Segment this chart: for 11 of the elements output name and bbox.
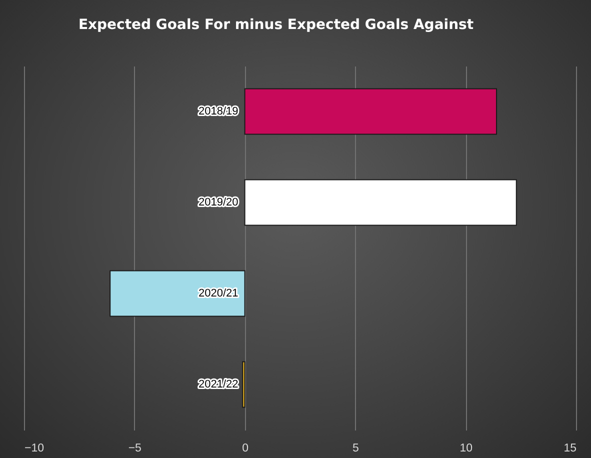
x-tick-label: 0 [242, 442, 249, 454]
x-tick-label: −5 [128, 442, 142, 454]
y-tick-label: 2018/19 [198, 106, 238, 118]
x-tick-label: 10 [460, 442, 472, 454]
chart-title: Expected Goals For minus Expected Goals Against [78, 17, 474, 33]
x-tick-label: 15 [564, 442, 576, 454]
x-tick-label: −10 [24, 442, 44, 454]
y-tick-label: 2019/20 [198, 196, 238, 208]
x-tick-label: 5 [352, 442, 359, 454]
y-tick-label: 2020/21 [198, 288, 238, 300]
y-tick-label: 2021/22 [198, 378, 238, 390]
